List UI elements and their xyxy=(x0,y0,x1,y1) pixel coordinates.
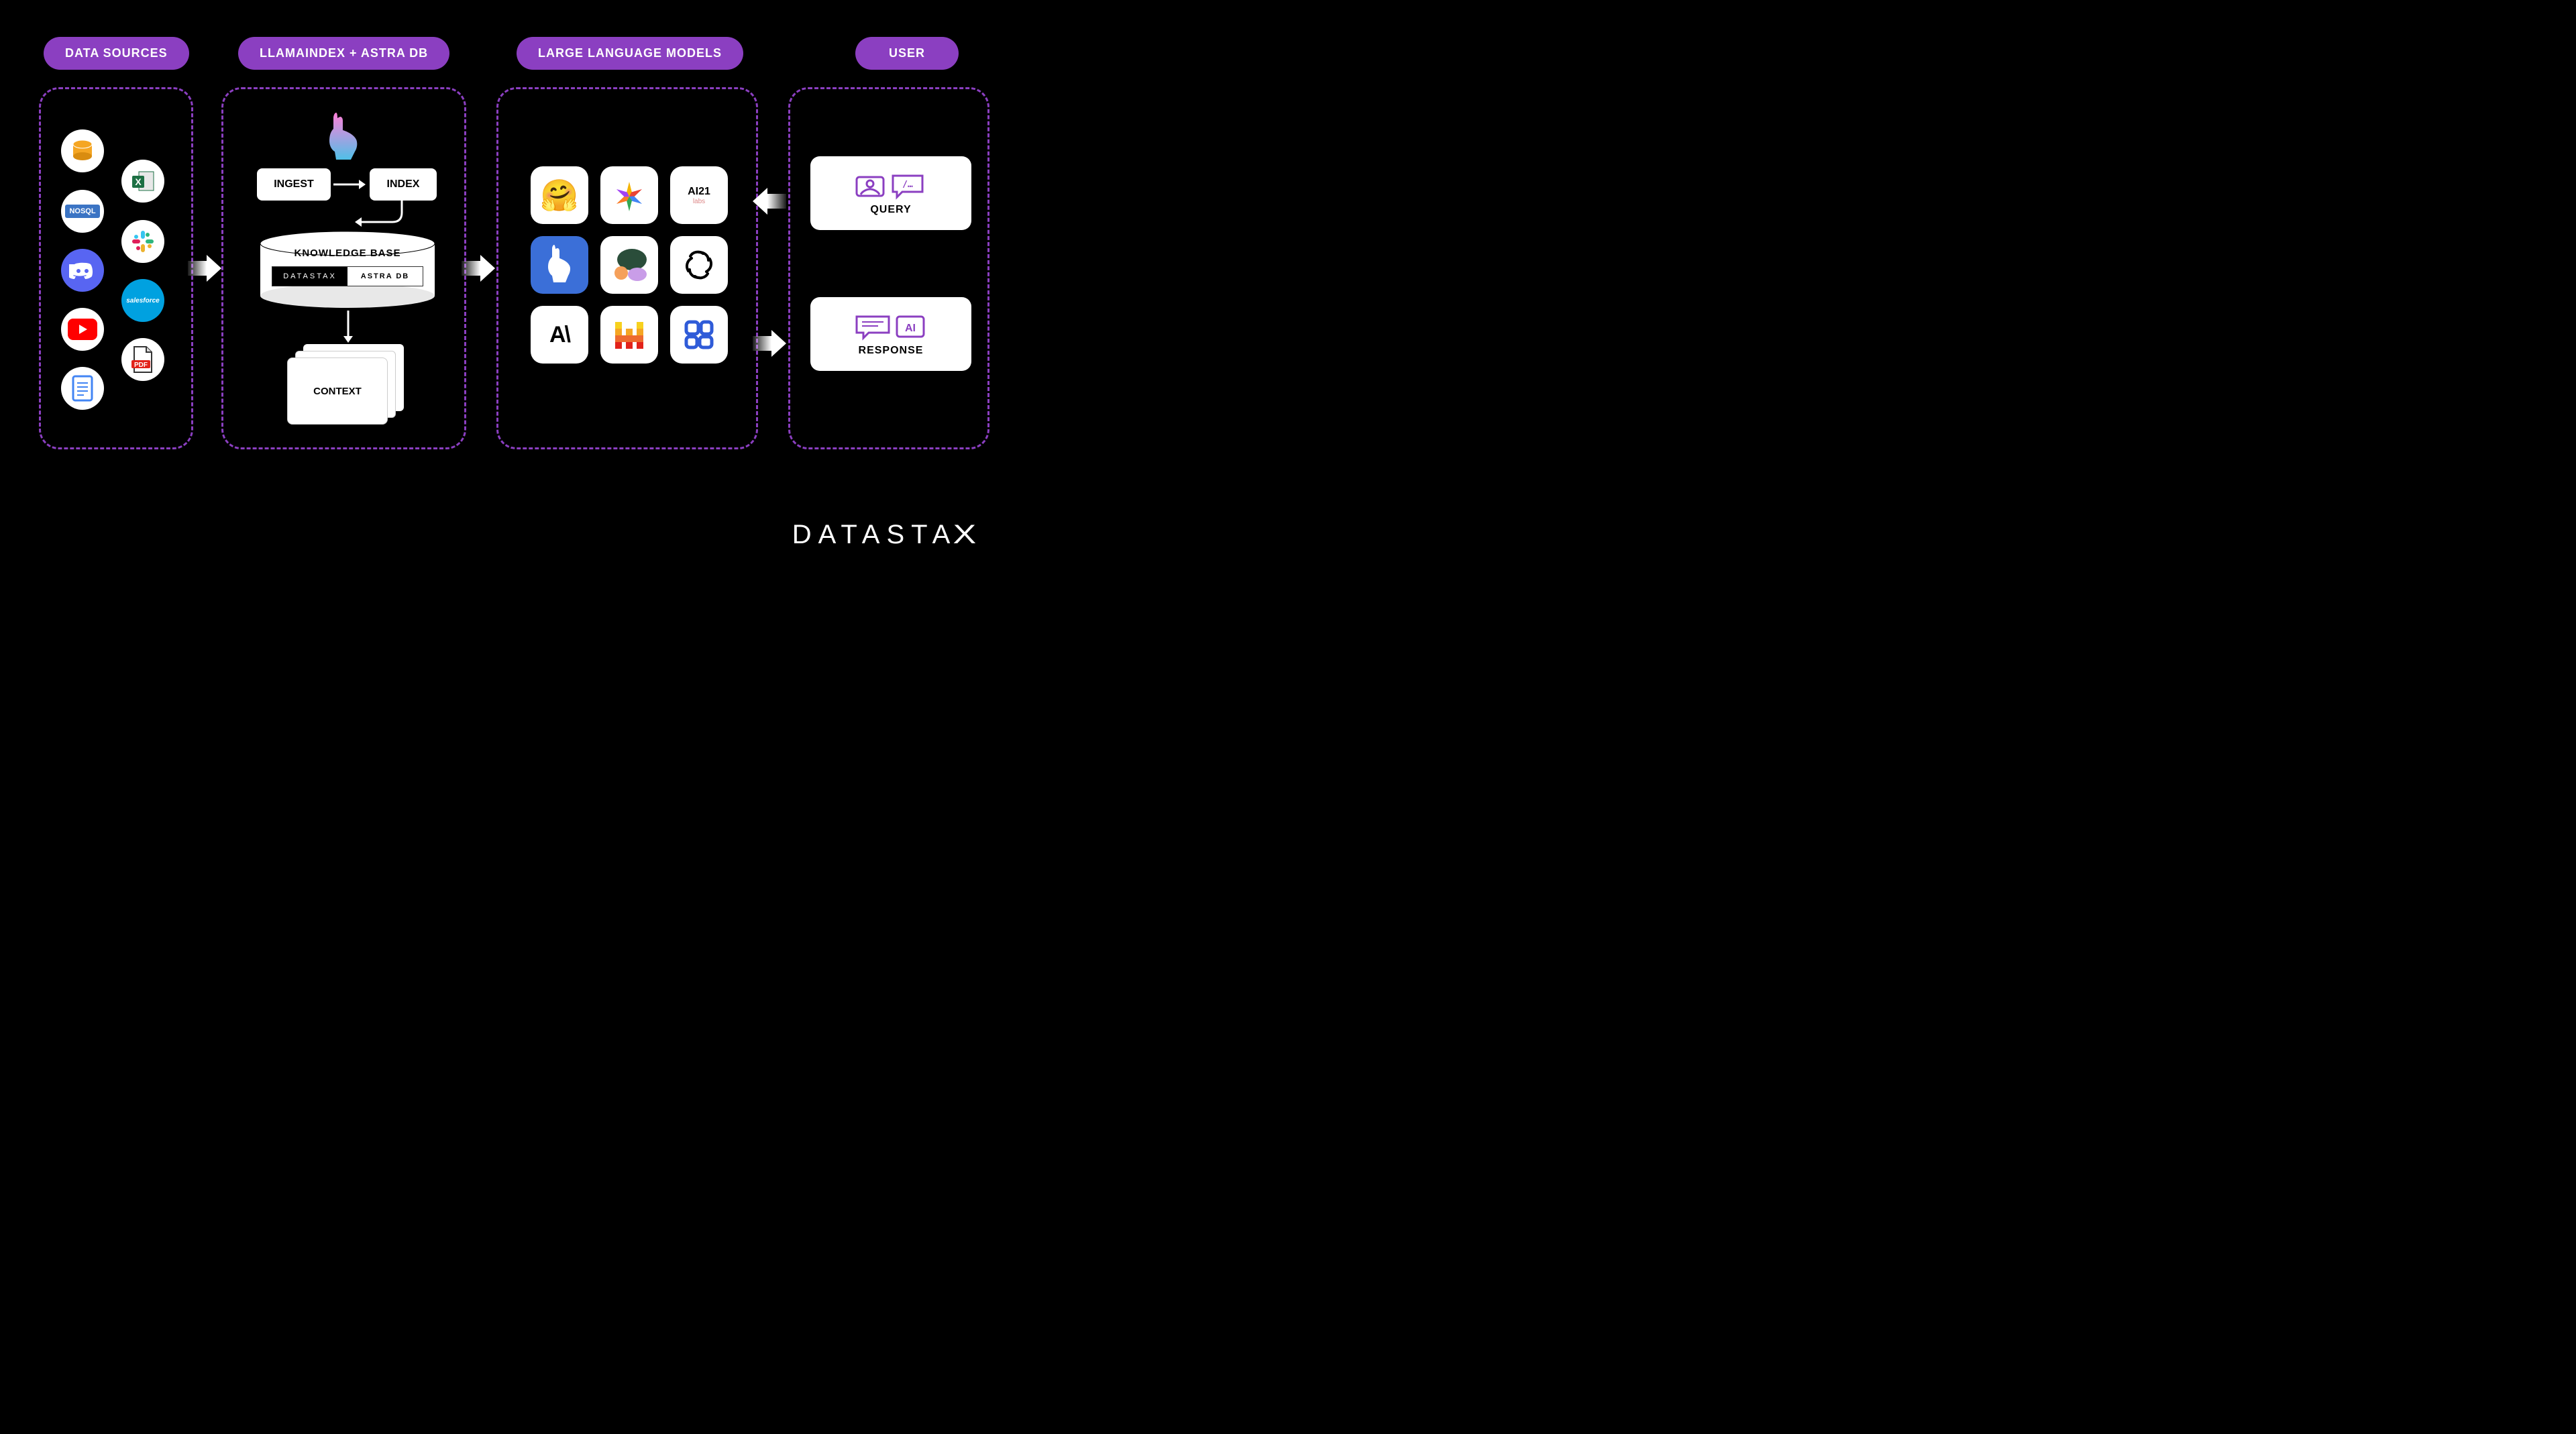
box-user: /… QUERY AI RESPONSE xyxy=(788,87,989,449)
document-icon xyxy=(61,367,104,410)
arrow-pipeline-to-llms xyxy=(462,255,495,282)
box-llms: 🤗 AI21labs A\ xyxy=(496,87,758,449)
svg-text:/…: /… xyxy=(902,180,913,190)
query-icon: /… xyxy=(854,170,928,200)
grid-icon xyxy=(670,306,728,364)
arrow-sources-to-pipeline xyxy=(188,255,221,282)
index-box: INDEX xyxy=(370,168,437,201)
brand-right: ASTRA DB xyxy=(347,267,423,286)
salesforce-icon: salesforce xyxy=(121,279,164,322)
arrow-llms-to-response xyxy=(753,330,786,357)
nosql-icon: NOSQL xyxy=(61,190,104,233)
svg-text:PDF: PDF xyxy=(134,362,148,369)
slack-icon xyxy=(121,220,164,263)
palm-icon xyxy=(600,166,658,224)
ai21-icon: AI21labs xyxy=(670,166,728,224)
knowledge-base: KNOWLEDGE BASE DATASTAX ASTRA DB xyxy=(257,231,438,315)
youtube-icon xyxy=(61,308,104,351)
arrow-query-to-llms xyxy=(753,188,786,215)
pdf-icon: PDF xyxy=(121,338,164,381)
huggingface-icon: 🤗 xyxy=(531,166,588,224)
llama-icon xyxy=(324,113,362,160)
mistral-icon xyxy=(600,306,658,364)
excel-icon: X xyxy=(121,160,164,203)
pill-pipeline: LLAMAINDEX + ASTRA DB xyxy=(238,37,449,70)
response-icon: AI xyxy=(854,311,928,341)
pill-user: USER xyxy=(855,37,959,70)
svg-text:AI: AI xyxy=(905,323,916,334)
context-label: CONTEXT xyxy=(287,357,388,425)
response-label: RESPONSE xyxy=(859,345,924,357)
arrow-index-to-kb xyxy=(351,201,411,234)
box-data-sources: NOSQL X salesforce PDF xyxy=(39,87,193,449)
shapes-icon xyxy=(600,236,658,294)
kb-label: KNOWLEDGE BASE xyxy=(257,247,438,259)
anthropic-icon: A\ xyxy=(531,306,588,364)
database-icon xyxy=(61,129,104,172)
openai-icon xyxy=(670,236,728,294)
response-card: AI RESPONSE xyxy=(810,297,971,371)
footer-brand: DATASTAX xyxy=(792,520,981,550)
svg-text:X: X xyxy=(135,176,142,187)
arrow-ingest-to-index xyxy=(333,178,367,191)
query-card: /… QUERY xyxy=(810,156,971,230)
box-pipeline: INGEST INDEX KNOWLEDGE BASE DATASTAX AST… xyxy=(221,87,466,449)
ingest-box: INGEST xyxy=(257,168,331,201)
query-label: QUERY xyxy=(870,204,911,216)
arrow-kb-to-context xyxy=(341,311,355,344)
pill-llms: LARGE LANGUAGE MODELS xyxy=(517,37,743,70)
llama-tile-icon xyxy=(531,236,588,294)
brand-left: DATASTAX xyxy=(272,267,347,286)
discord-icon xyxy=(61,249,104,292)
pill-data-sources: DATA SOURCES xyxy=(44,37,189,70)
